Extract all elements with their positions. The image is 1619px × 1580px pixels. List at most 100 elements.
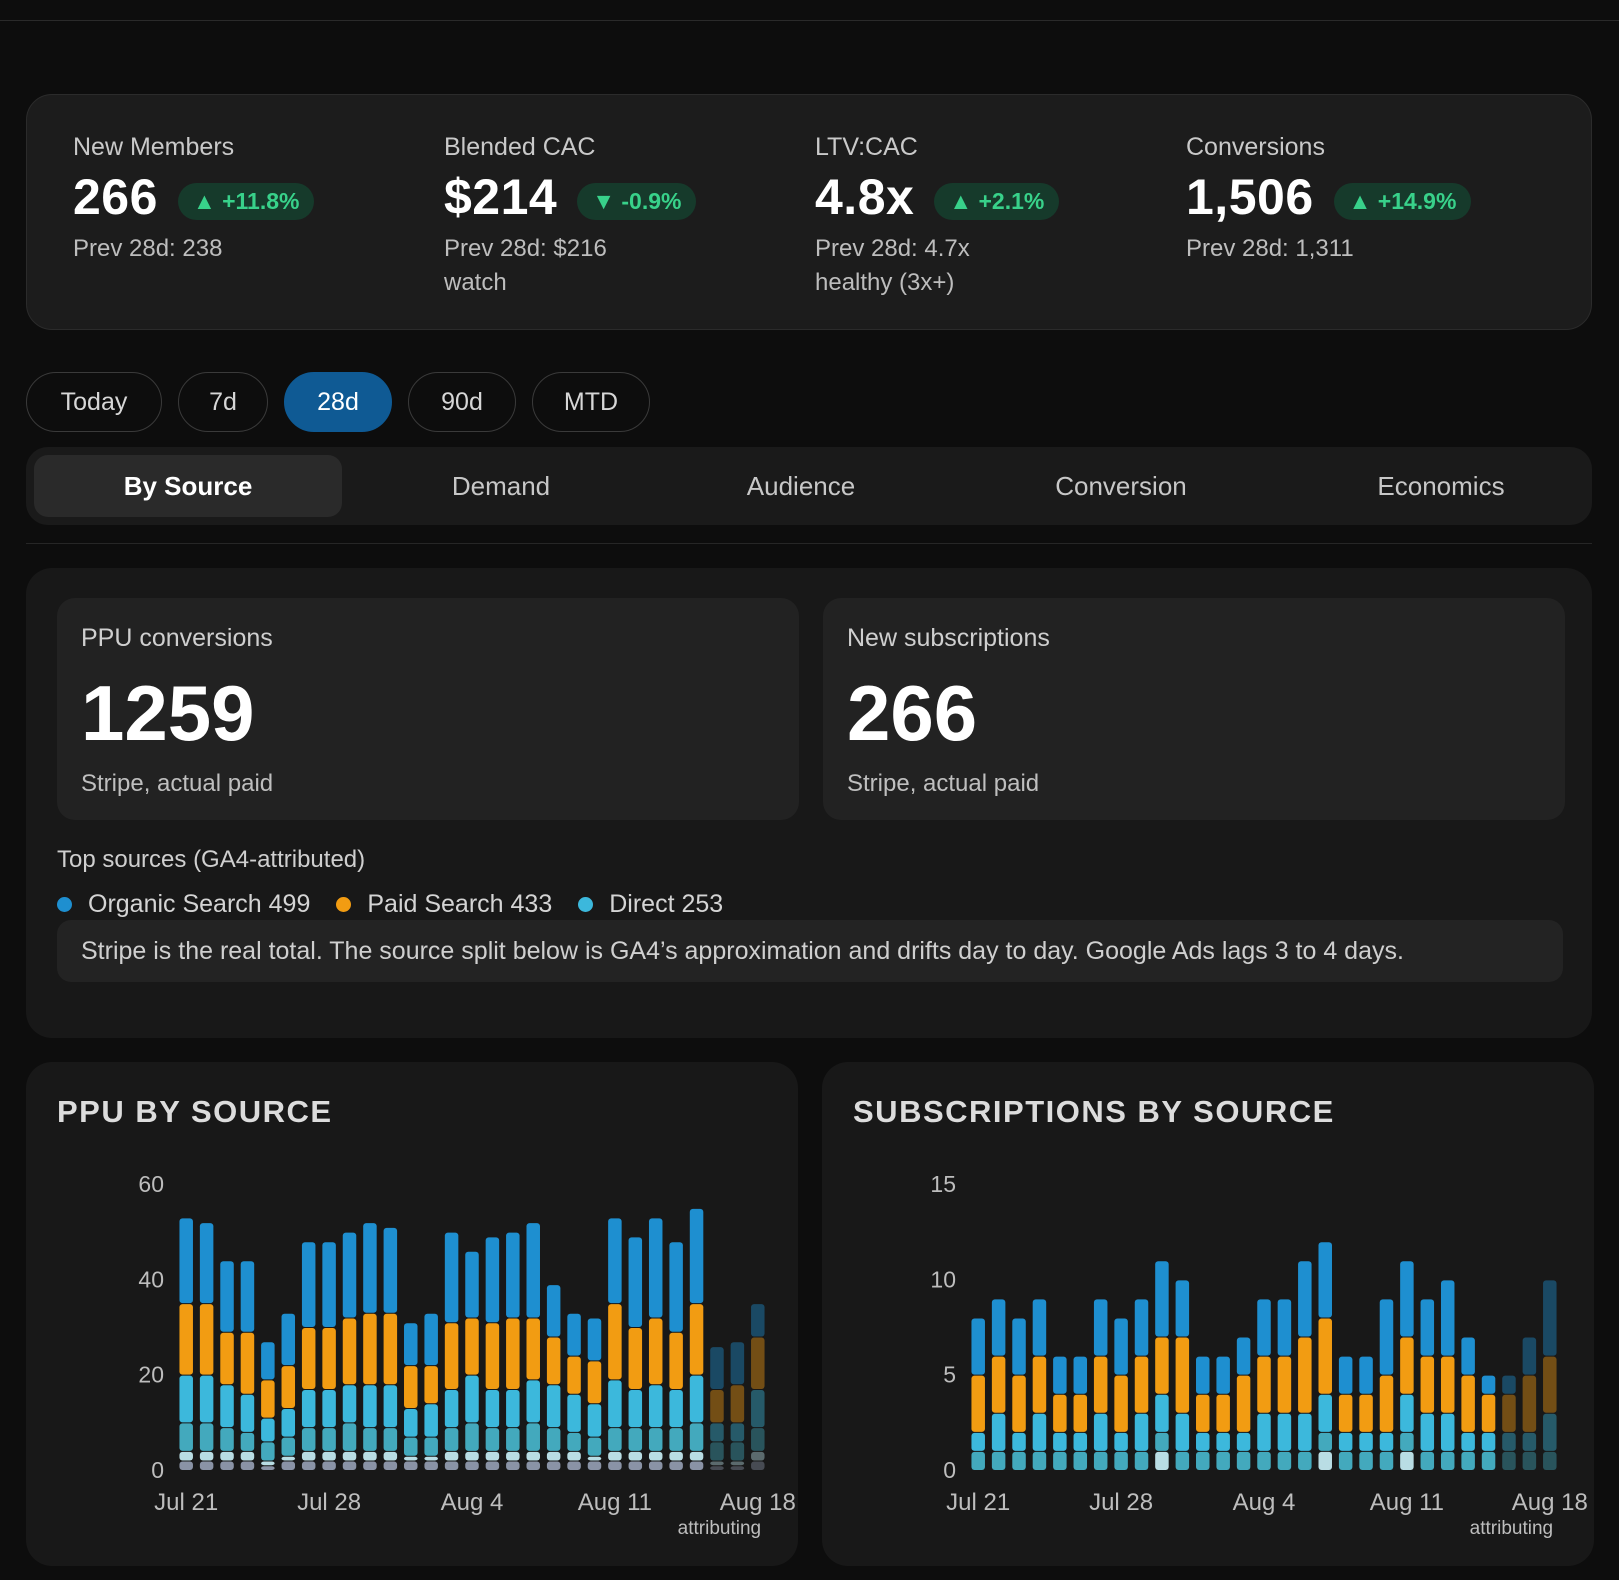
bar-segment	[689, 1461, 704, 1470]
bar-segment	[404, 1366, 418, 1409]
bar-segment	[1461, 1337, 1475, 1375]
bar-segment	[526, 1423, 540, 1451]
bar-segment	[567, 1313, 581, 1356]
bar-segment	[322, 1428, 336, 1451]
bar-segment	[1053, 1432, 1067, 1451]
bar-segment	[240, 1451, 255, 1461]
bar-segment	[1032, 1451, 1047, 1470]
bar-segment	[689, 1423, 704, 1451]
y-tick-label: 0	[943, 1457, 956, 1483]
kpi-prev: Prev 28d: 238	[73, 235, 223, 262]
bar-segment	[587, 1437, 602, 1456]
bar-segment	[1093, 1299, 1108, 1356]
bar-segment	[628, 1237, 643, 1327]
bar-segment	[689, 1208, 704, 1304]
bar-segment	[424, 1404, 438, 1437]
bar-segment	[689, 1304, 704, 1375]
bar-segment	[730, 1461, 745, 1466]
bar-segment	[689, 1375, 704, 1423]
bar-segment	[1318, 1318, 1332, 1394]
bar-segment	[1155, 1451, 1169, 1470]
bar-segment	[1236, 1337, 1251, 1375]
bar-segment	[1257, 1299, 1271, 1356]
attributing-annotation: attributing	[1470, 1518, 1553, 1539]
bar-segment	[526, 1380, 540, 1423]
bar-segment	[1277, 1451, 1292, 1470]
bar-segment	[281, 1409, 296, 1437]
bar-segment	[322, 1328, 336, 1389]
bar-segment	[1318, 1242, 1332, 1318]
bar-segment	[587, 1456, 602, 1461]
bar-segment	[608, 1218, 622, 1304]
y-tick-label: 0	[151, 1457, 164, 1483]
bar-segment	[506, 1389, 520, 1428]
bar-segment	[363, 1461, 377, 1470]
bar-segment	[424, 1313, 438, 1366]
x-tick-label: Aug 11	[578, 1489, 652, 1516]
x-tick-label: Aug 18	[1512, 1489, 1588, 1516]
tab-economics[interactable]: Economics	[1377, 470, 1505, 501]
bar-segment	[1440, 1280, 1455, 1356]
bar-segment	[1359, 1451, 1373, 1470]
bar-segment	[628, 1328, 643, 1389]
bar-segment	[301, 1242, 316, 1327]
tab-conversion[interactable]: Conversion	[1055, 470, 1187, 501]
bar-segment	[648, 1428, 663, 1451]
chart-title: PPU BY SOURCE	[57, 1094, 333, 1129]
bar-segment	[240, 1332, 255, 1394]
stat-sub: Stripe, actual paid	[847, 770, 1040, 797]
bar-segment	[1175, 1280, 1190, 1337]
bar-segment	[424, 1461, 438, 1470]
bar-segment	[1338, 1451, 1353, 1470]
bar-segment	[669, 1332, 683, 1389]
bar-segment	[971, 1451, 985, 1470]
bar-segment	[526, 1318, 540, 1380]
range-90d-button[interactable]: 90d	[408, 372, 516, 432]
bar-segment	[710, 1461, 724, 1466]
bar-segment	[1114, 1432, 1128, 1451]
bar-segment	[1359, 1356, 1373, 1394]
bar-segment	[1461, 1432, 1475, 1451]
tab-by-source[interactable]: By Source	[34, 455, 342, 517]
bar-segment	[444, 1389, 459, 1428]
bar-segment	[1338, 1356, 1353, 1394]
bar-segment	[383, 1313, 398, 1385]
bar-segment	[1481, 1375, 1496, 1394]
bar-segment	[1196, 1356, 1210, 1394]
bar-segment	[1073, 1394, 1088, 1432]
tab-demand[interactable]: Demand	[451, 470, 551, 501]
kpi-new-members: New Members 266 ▲ +11.8% Prev 28d: 238	[73, 133, 315, 266]
top-sources-legend: Organic Search 499 Paid Search 433 Direc…	[57, 890, 749, 919]
kpi-prev: Prev 28d: 1,311	[1186, 235, 1354, 262]
range-28d-button[interactable]: 28d	[284, 372, 392, 432]
bar-segment	[220, 1261, 234, 1332]
bar-segment	[1379, 1299, 1394, 1375]
bar-segment	[1114, 1375, 1128, 1432]
bar-segment	[179, 1423, 193, 1451]
bar-segment	[546, 1428, 561, 1451]
bar-segment	[363, 1313, 377, 1385]
range-7d-button[interactable]: 7d	[178, 372, 268, 432]
bar-segment	[1420, 1299, 1435, 1356]
y-tick-label: 40	[138, 1266, 164, 1292]
bar-segment	[179, 1451, 193, 1461]
bar-segment	[1420, 1451, 1435, 1470]
bar-segment	[751, 1389, 765, 1428]
bar-segment	[1400, 1337, 1414, 1394]
bar-segment	[710, 1389, 724, 1423]
bar-segment	[1175, 1413, 1190, 1451]
stat-sub: Stripe, actual paid	[81, 770, 274, 797]
range-mtd-button[interactable]: MTD	[532, 372, 650, 432]
bar-segment	[404, 1437, 418, 1456]
bar-segment	[1053, 1394, 1067, 1432]
kpi-value: $214	[444, 169, 558, 225]
tab-audience[interactable]: Audience	[746, 470, 856, 501]
subscriptions-by-source-card: SUBSCRIPTIONS BY SOURCE 0 5 10 15 Jul 21 Jul …	[822, 1062, 1594, 1566]
bar-segment	[1053, 1356, 1067, 1394]
dot-icon	[578, 897, 594, 912]
bar-segment	[710, 1466, 724, 1470]
bar-segment	[1032, 1299, 1047, 1356]
kpi-value: 1,506	[1186, 169, 1314, 225]
bar-segment	[1461, 1375, 1475, 1432]
range-today-button[interactable]: Today	[26, 372, 162, 432]
